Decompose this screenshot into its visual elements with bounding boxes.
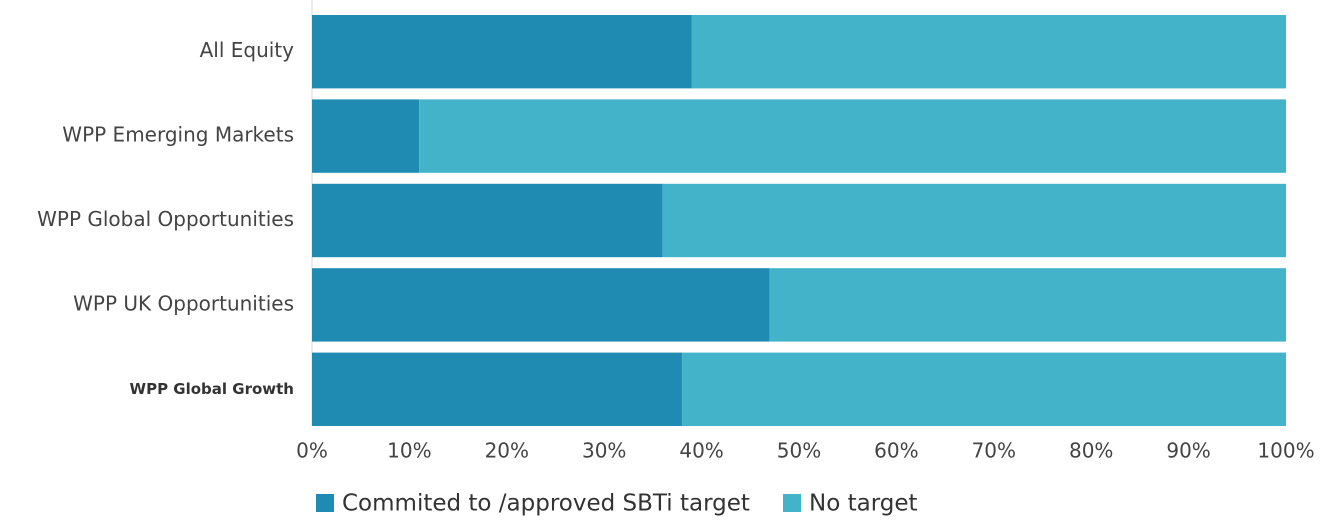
x-tick-label: 60% — [874, 439, 918, 463]
legend-label: No target — [809, 491, 918, 517]
bar-segment — [312, 99, 420, 173]
bar-segment — [419, 99, 1286, 173]
x-tick-label: 70% — [972, 439, 1016, 463]
y-tick-label: WPP Global Growth — [130, 380, 294, 398]
bar-segment — [312, 268, 770, 342]
legend-swatch — [316, 494, 334, 512]
y-tick-label: All Equity — [200, 38, 295, 62]
y-tick-label: WPP Emerging Markets — [62, 123, 294, 147]
bar-segment — [691, 15, 1286, 89]
x-tick-label: 20% — [485, 439, 529, 463]
x-tick-label: 80% — [1069, 439, 1113, 463]
bar-segment — [682, 352, 1286, 426]
x-tick-label: 30% — [582, 439, 626, 463]
y-tick-label: WPP Global Opportunities — [37, 207, 294, 231]
y-tick-label: WPP UK Opportunities — [73, 291, 294, 315]
x-tick-label: 10% — [387, 439, 431, 463]
x-tick-label: 90% — [1166, 439, 1210, 463]
legend-label: Commited to /approved SBTi target — [342, 491, 750, 517]
bar-segment — [769, 268, 1286, 342]
x-tick-label: 50% — [777, 439, 821, 463]
x-tick-label: 0% — [296, 439, 328, 463]
bar-segment — [662, 183, 1286, 258]
legend-swatch — [783, 494, 801, 512]
bar-segment — [312, 352, 683, 426]
x-tick-label: 40% — [679, 439, 723, 463]
bar-segment — [312, 15, 692, 89]
x-tick-label: 100% — [1257, 439, 1314, 463]
bar-segment — [312, 183, 663, 258]
